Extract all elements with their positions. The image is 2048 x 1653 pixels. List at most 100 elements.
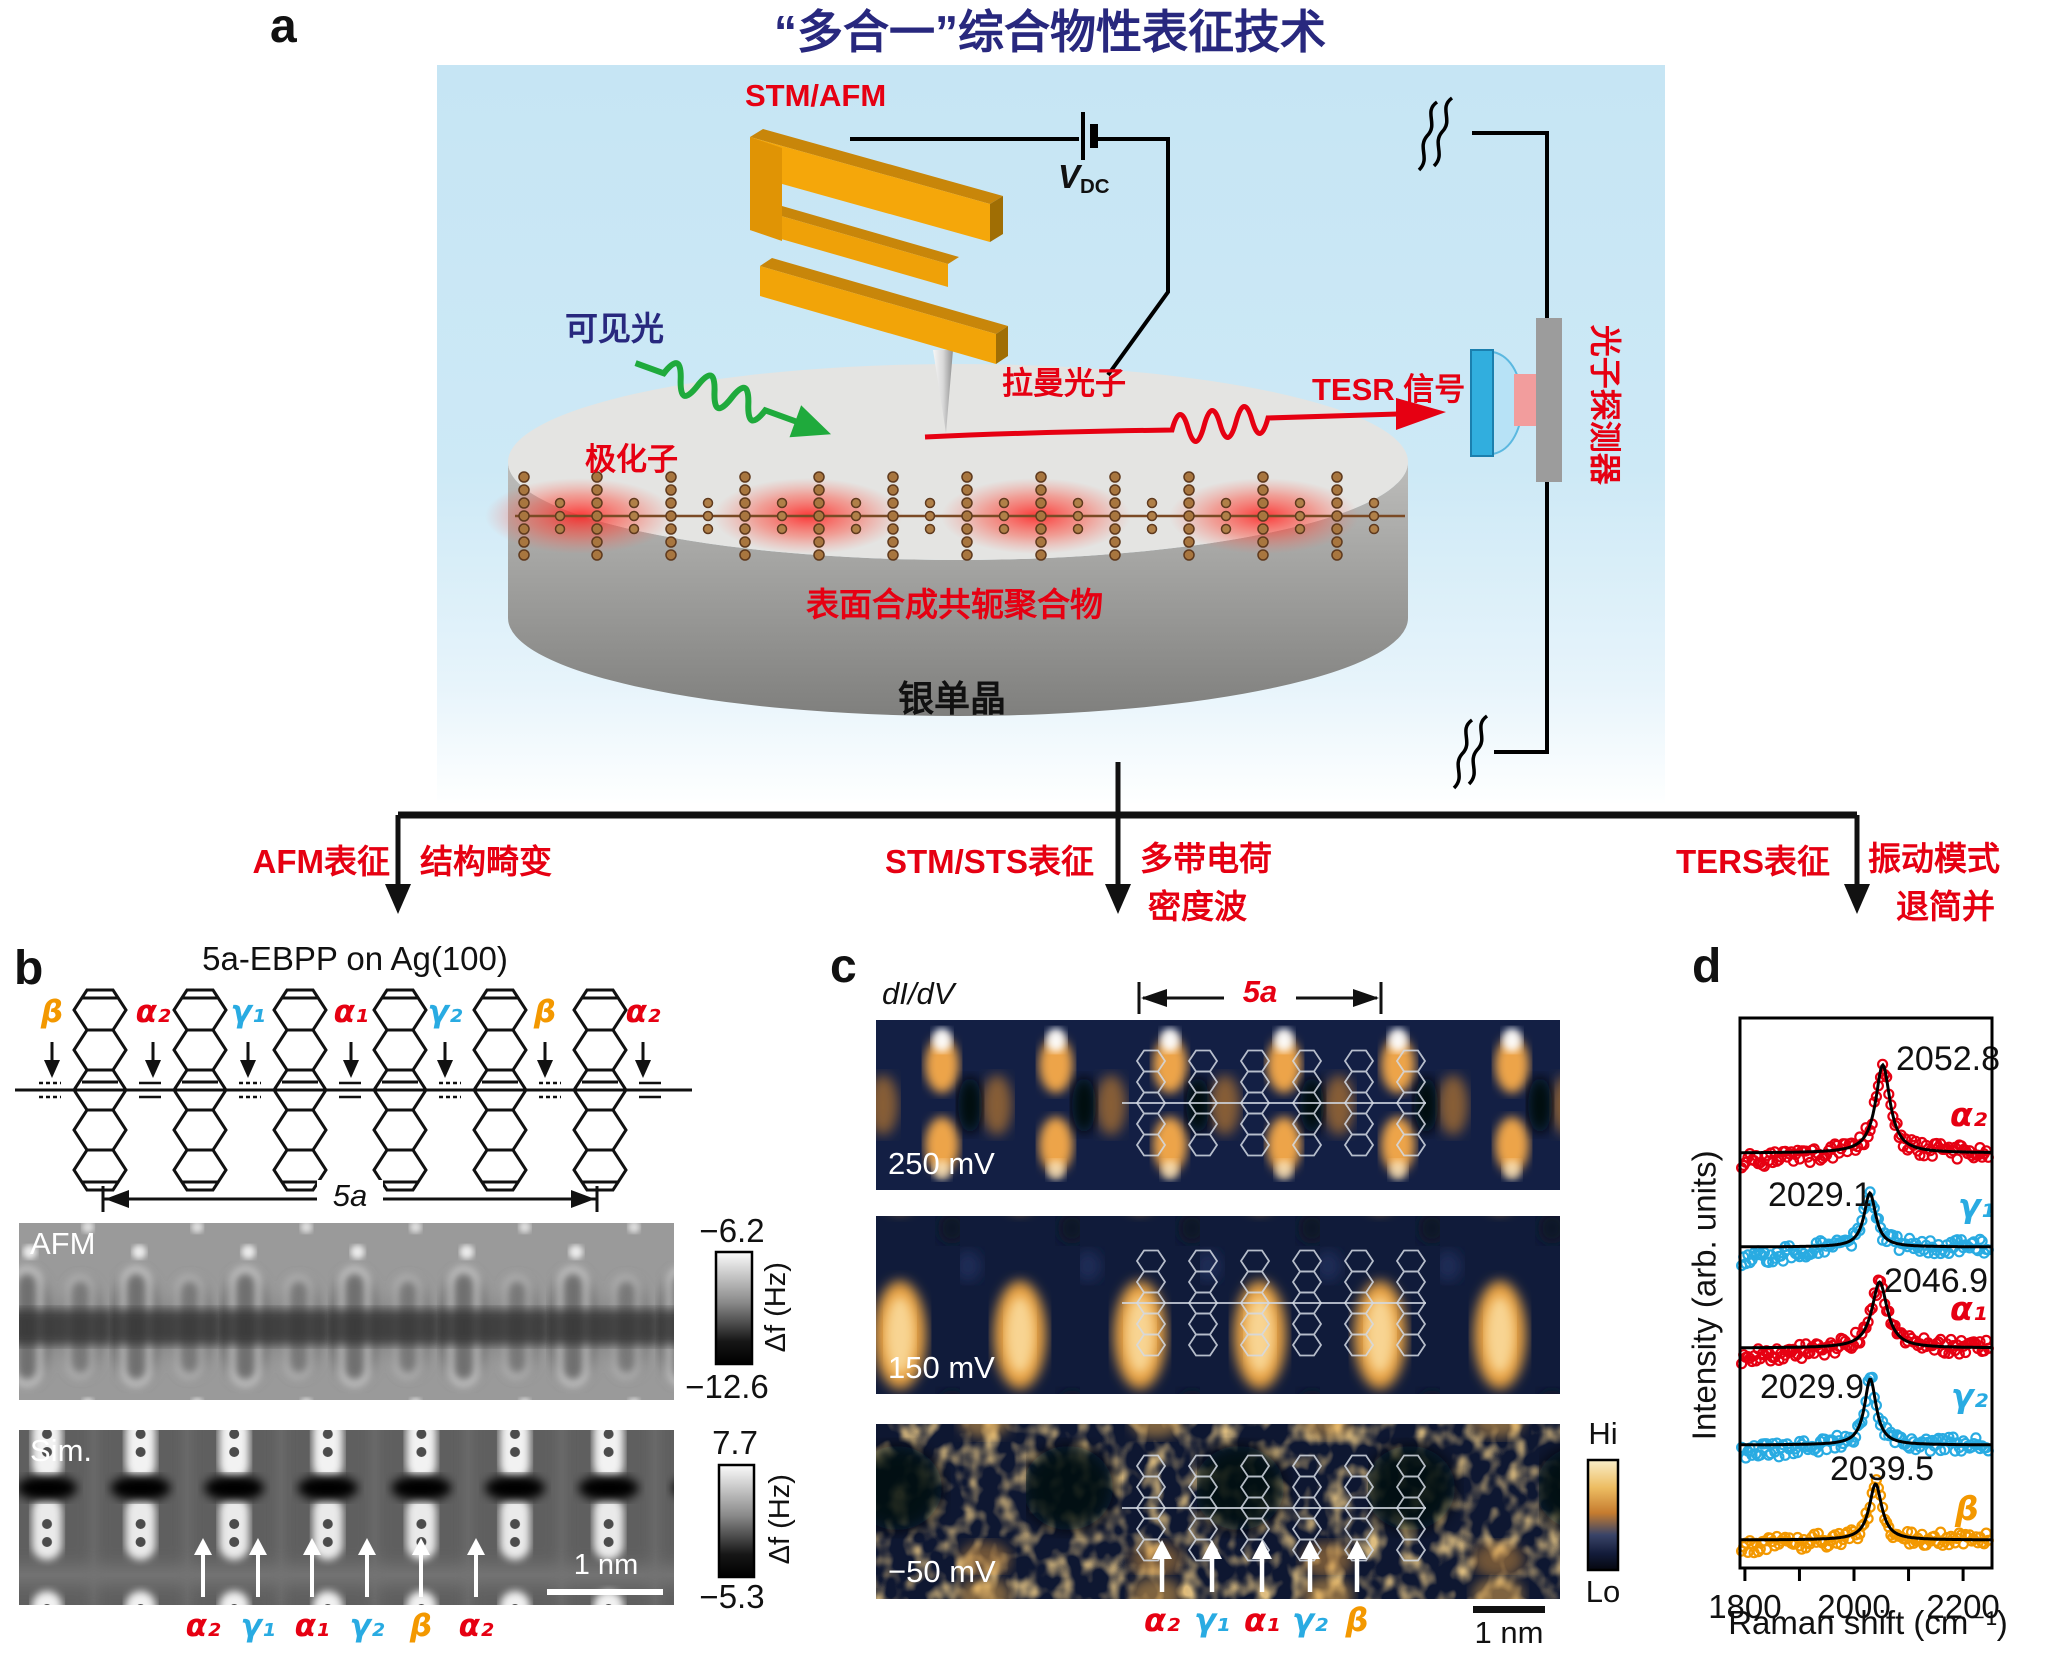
c-scalebar-label: 1 nm: [1474, 1615, 1544, 1650]
afm-cb-label: Δf (Hz): [759, 1262, 792, 1353]
polymer-label: 表面合成共轭聚合物: [806, 586, 1103, 623]
down-arrow-icon: [1105, 815, 1131, 914]
raman-plot: 2052.8 α₂ 2029.1 γ₁ 2046.9α₁ 2029.9 γ₂ 2039.5 β 1…: [1708, 1016, 2000, 1625]
svg-text:α₂: α₂: [1950, 1095, 1988, 1134]
sim-cb-label: Δf (Hz): [763, 1474, 796, 1565]
svg-text:2039.5: 2039.5: [1830, 1450, 1934, 1488]
c-cb-lo: Lo: [1585, 1574, 1621, 1609]
site-label-b3: α₁: [333, 994, 369, 1030]
sim-site-4: β: [409, 1608, 433, 1644]
branch-ters-result-1: 振动模式: [1868, 840, 2000, 877]
c-span-label: 5a: [1242, 974, 1278, 1009]
panel-a-label: a: [270, 0, 297, 53]
visible-light-arrow: [634, 360, 832, 438]
panel-d-label: d: [1692, 940, 1722, 993]
c-site-3: γ₂: [1292, 1601, 1328, 1639]
silver-crystal-side: [508, 462, 1408, 716]
d-ylabel: Intensity (arb. units): [1685, 1150, 1723, 1441]
site-label-b1: α₂: [135, 994, 171, 1030]
site-label-b2: γ₁: [230, 994, 266, 1030]
svg-text:γ₁: γ₁: [1958, 1186, 1995, 1225]
svg-text:γ₂: γ₂: [1951, 1376, 1988, 1415]
branch-ters-method: TERS表征: [1675, 843, 1830, 880]
branch-arrows: [385, 762, 1870, 914]
branch-sts-result-1: 多带电荷: [1140, 840, 1272, 877]
afm-tag: AFM: [30, 1226, 96, 1261]
sim-cb-min: −5.3: [699, 1578, 765, 1615]
site-label-b6: α₂: [625, 994, 661, 1030]
photon-detector-label: 光子探测器: [1586, 324, 1623, 485]
bias-250mv: 250 mV: [888, 1146, 995, 1181]
photon-detector-assembly: [1470, 318, 1562, 482]
sim-tag: Sim.: [30, 1433, 92, 1468]
bias-150mv: 150 mV: [888, 1350, 995, 1385]
panel-a-diagram: [437, 65, 1665, 803]
tesr-signal-label: TESR 信号: [1312, 372, 1466, 407]
polaron-label: 极化子: [585, 442, 678, 477]
silver-crystal-label: 银单晶: [898, 678, 1007, 719]
vdc-subscript: DC: [1080, 175, 1110, 199]
panel-c-label: c: [830, 940, 857, 993]
sim-colorbar: [717, 1463, 756, 1579]
sim-scalebar: [547, 1589, 663, 1595]
sim-site-0: α₂: [185, 1608, 221, 1644]
didv-label: dI/dV: [882, 976, 955, 1011]
sim-site-2: α₁: [294, 1608, 330, 1644]
panel-b-title: 5a-EBPP on Ag(100): [202, 940, 508, 977]
c-site-4: β: [1345, 1601, 1369, 1639]
svg-text:2052.8: 2052.8: [1896, 1040, 2000, 1078]
svg-text:2200: 2200: [1926, 1588, 1999, 1625]
polaron-glows: [485, 478, 1359, 554]
sim-site-1: γ₁: [240, 1608, 276, 1644]
figure-title: “多合一”综合物性表征技术: [774, 6, 1326, 58]
stm-tip: [933, 350, 953, 433]
lens-body: [1470, 349, 1494, 457]
sim-up-arrow-icons: [194, 1538, 485, 1597]
sim-site-5: α₂: [458, 1608, 494, 1644]
c-colorbar: [1586, 1458, 1620, 1572]
c-cb-hi: Hi: [1588, 1416, 1618, 1451]
down-arrow-icon: [385, 815, 411, 914]
afm-cb-max: −6.2: [699, 1212, 765, 1249]
wire-break-icon: [1417, 96, 1489, 790]
sim-scalebar-label: 1 nm: [573, 1549, 639, 1581]
down-arrow-icon: [1844, 815, 1870, 914]
branch-afm-result: 结构畸变: [420, 843, 552, 880]
c-up-arrow-icons: [1152, 1540, 1367, 1592]
vdc-symbol: V: [1058, 158, 1081, 195]
site-label-b5: β: [533, 994, 557, 1030]
d-plot-frame: [1738, 1016, 1994, 1570]
branch-sts-method: STM/STS表征: [884, 843, 1094, 880]
d-xlabel: Raman shift (cm⁻¹): [1728, 1604, 2008, 1641]
stm-afm-label: STM/AFM: [745, 78, 887, 113]
bond-glyphs: [39, 1081, 661, 1099]
visible-light-label: 可见光: [565, 310, 664, 347]
afm-colorbar: [714, 1250, 754, 1366]
svg-text:2046.9: 2046.9: [1884, 1262, 1988, 1300]
didv-map-neg50mv-blobs: [876, 1424, 1560, 1599]
svg-text:α₁: α₁: [1950, 1289, 1987, 1328]
bias-neg50mv: −50 mV: [888, 1554, 996, 1589]
c-span-5a-dimension: [1137, 982, 1383, 1014]
raman-beam-arrow: [924, 398, 1446, 444]
sim-cb-max: 7.7: [712, 1424, 758, 1461]
site-arrow-icons: [44, 1042, 651, 1078]
tuning-fork-sensor: [750, 129, 1008, 364]
raman-photon-label: 拉曼光子: [1002, 366, 1126, 401]
c-site-1: γ₁: [1194, 1601, 1230, 1639]
panel-b-label: b: [14, 942, 44, 995]
bias-circuit-wire: [850, 137, 1170, 377]
branch-afm-method: AFM表征: [252, 843, 390, 880]
branch-ters-result-2: 退简并: [1896, 888, 1995, 925]
svg-text:2029.1: 2029.1: [1768, 1176, 1872, 1214]
svg-text:β: β: [1954, 1489, 1979, 1528]
b-span-label: 5a: [317, 1179, 383, 1213]
afm-cb-min: −12.6: [685, 1368, 769, 1405]
sim-site-3: γ₂: [349, 1608, 385, 1644]
site-label-b4: γ₂: [427, 994, 463, 1030]
svg-text:2029.9: 2029.9: [1760, 1368, 1864, 1406]
c-site-0: α₂: [1144, 1601, 1180, 1639]
svg-text:2000: 2000: [1817, 1588, 1890, 1625]
